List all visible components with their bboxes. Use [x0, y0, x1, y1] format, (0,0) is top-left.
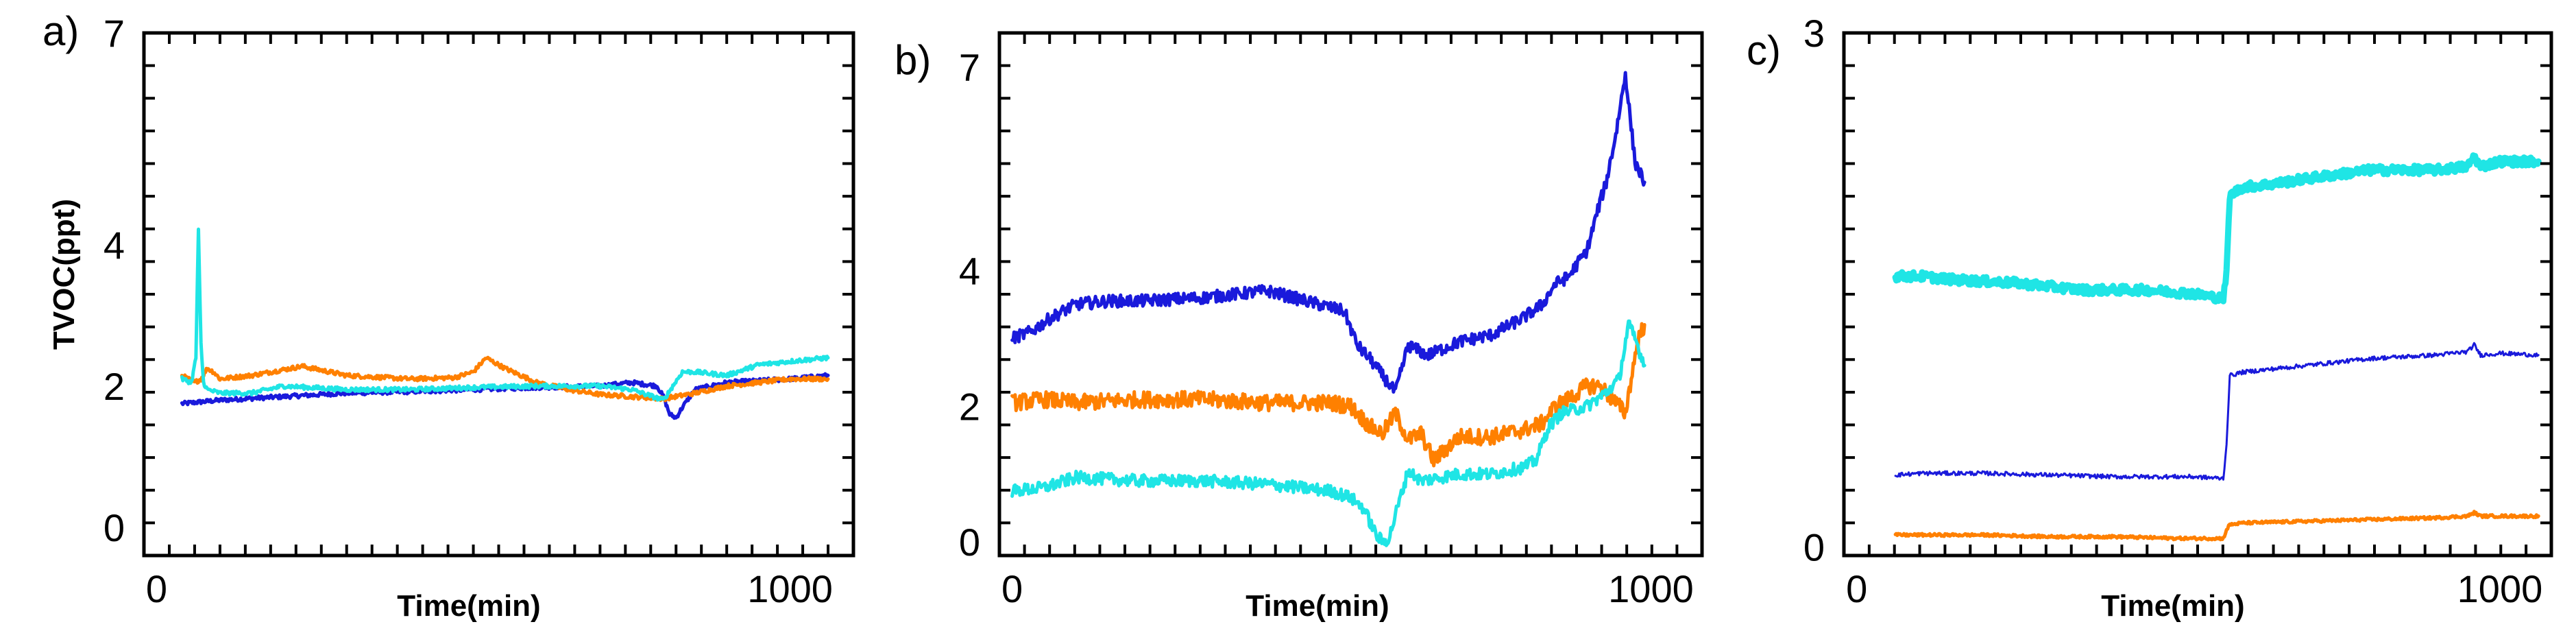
panel-a-label: a): [42, 8, 79, 54]
panel-a-y-tick-label: 0: [104, 506, 125, 549]
panel-a: a) 0 1000 0 2 4 7 Time(min) TVOC(ppt): [42, 8, 855, 623]
panel-a-x-tick-label: 1000: [747, 567, 833, 610]
panel-a-y-tick-label: 7: [104, 12, 125, 55]
panel-b-series-2: [1010, 322, 1647, 468]
panel-a-y-axis-label: TVOC(ppt): [47, 199, 81, 350]
panel-a-y-tick-label: 4: [104, 224, 125, 267]
panel-b-y-tick-label: 4: [959, 249, 980, 292]
panel-c-label: c): [1747, 27, 1781, 73]
panel-a-x-tick-label: 0: [146, 567, 167, 610]
panel-b: b) 0 1000 0 2 4 7 Time(min): [895, 31, 1704, 623]
panel-c: c) 0 1000 0 3 Time(min): [1747, 12, 2553, 623]
panel-c-y-tick-label: 3: [1803, 12, 1825, 55]
panel-b-y-tick-label: 2: [959, 385, 980, 428]
panel-a-series-1: [180, 372, 830, 420]
panel-c-x-axis-label: Time(min): [2101, 589, 2244, 623]
panel-c-y-tick-label: 0: [1803, 526, 1825, 569]
panel-c-x-tick-label: 1000: [2457, 567, 2543, 610]
panel-b-y-tick-label: 7: [959, 45, 980, 88]
panel-c-x-tick-label: 0: [1846, 567, 1867, 610]
panel-b-series-3: [1010, 319, 1647, 547]
panel-a-series-2: [180, 355, 830, 403]
panel-b-x-axis-label: Time(min): [1246, 589, 1389, 623]
panel-b-x-tick-label: 0: [1001, 567, 1023, 610]
panel-a-y-tick-label: 2: [104, 365, 125, 408]
panel-b-series-1: [1010, 71, 1647, 394]
panel-c-series-3: [1893, 510, 2540, 542]
panel-a-x-axis-label: Time(min): [397, 589, 540, 623]
panel-b-label: b): [895, 37, 931, 83]
panel-b-x-tick-label: 1000: [1608, 567, 1694, 610]
panel-c-series-2: [1894, 342, 2540, 481]
panel-a-plot-frame: [142, 31, 855, 558]
panel-b-y-tick-label: 0: [959, 521, 980, 564]
panel-a-series-3: [180, 227, 830, 402]
panel-c-series-1: [1892, 152, 2542, 305]
